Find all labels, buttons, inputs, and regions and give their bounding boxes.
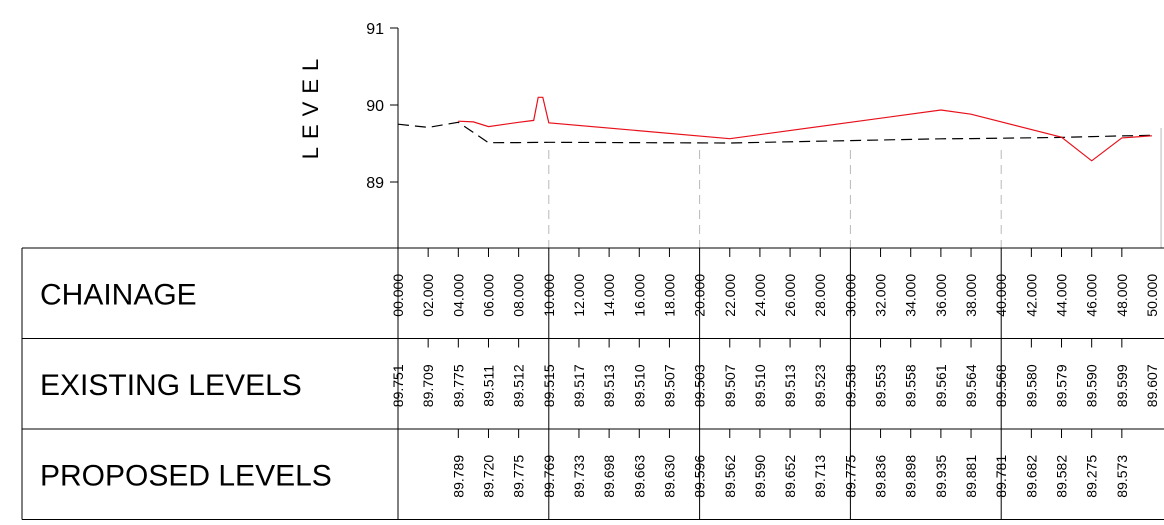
- table-cell-value: 32.000: [873, 274, 889, 317]
- table-cell-value: 89.775: [842, 455, 858, 498]
- y-tick-label: 89: [366, 175, 384, 192]
- table-cell-value: 89.564: [963, 364, 979, 407]
- data-table: CHAINAGE 00.000 02.000 04.000 06.000 08.000 10…: [21, 247, 1164, 520]
- table-cell-value: 02.000: [420, 274, 436, 317]
- table-cell-value: 89.511: [481, 365, 497, 407]
- table-cell-value: 46.000: [1084, 274, 1100, 317]
- row-label: PROPOSED LEVELS: [40, 459, 332, 492]
- table-cell-value: 89.523: [812, 364, 828, 407]
- table-cell-value: 89.590: [752, 455, 768, 498]
- table-cell-value: 44.000: [1054, 274, 1070, 317]
- table-cell-value: 89.789: [450, 455, 466, 498]
- table-cell-value: 89.510: [752, 364, 768, 407]
- table-cell-value: 89.663: [631, 455, 647, 498]
- table-cell-value: 89.510: [631, 364, 647, 407]
- existing-level-line: [397, 121, 1153, 144]
- table-cell-value: 18.000: [661, 274, 677, 317]
- table-cell-value: 89.652: [782, 455, 798, 498]
- table-cell-value: 24.000: [752, 274, 768, 317]
- table-cell-value: 89.775: [450, 364, 466, 407]
- y-tick-label: 91: [366, 21, 384, 38]
- table-cell-value: 89.513: [601, 364, 617, 407]
- table-cell-value: 89.898: [903, 455, 919, 498]
- table-cell-value: 30.000: [842, 274, 858, 317]
- table-cell-value: 26.000: [782, 274, 798, 317]
- table-cell-value: 89.517: [571, 364, 587, 407]
- table-cell-value: 89.590: [1084, 364, 1100, 407]
- table-cell-value: 89.512: [511, 364, 527, 407]
- table-cell-value: 89.709: [420, 364, 436, 407]
- table-cell-value: 89.769: [541, 455, 557, 498]
- table-cell-value: 89.630: [661, 455, 677, 498]
- table-cell-value: 08.000: [511, 274, 527, 317]
- table-cell-value: 34.000: [903, 274, 919, 317]
- table-cell-value: 10.000: [541, 274, 557, 317]
- table-cell-value: 89.275: [1084, 455, 1100, 498]
- table-cell-value: 89.561: [933, 364, 949, 407]
- table-cell-value: 89.682: [1023, 455, 1039, 498]
- table-cell-value: 89.836: [873, 455, 889, 498]
- table-cell-value: 14.000: [601, 274, 617, 317]
- table-cell-value: 89.515: [541, 364, 557, 407]
- table-cell-value: 89.558: [903, 364, 919, 407]
- table-cell-value: 06.000: [481, 274, 497, 317]
- row-label: EXISTING LEVELS: [40, 369, 302, 402]
- table-cell-value: 89.935: [933, 455, 949, 498]
- y-axis-label: LEVEL: [298, 51, 323, 160]
- table-cell-value: 89.713: [812, 455, 828, 498]
- row-label: CHAINAGE: [40, 278, 197, 311]
- table-cell-value: 89.775: [511, 455, 527, 498]
- table-cell-value: 12.000: [571, 274, 587, 317]
- section-dividers: [548, 128, 1162, 248]
- table-cell-value: 50.000: [1144, 274, 1160, 317]
- table-cell-value: 89.720: [481, 455, 497, 498]
- table-cell-value: 89.513: [782, 364, 798, 407]
- y-axis: 89 90 91: [366, 21, 399, 248]
- table-cell-value: 48.000: [1114, 274, 1130, 317]
- table-cell-value: 89.562: [722, 455, 738, 498]
- table-cell-value: 89.568: [993, 364, 1009, 407]
- proposed-level-line: [458, 96, 1153, 162]
- table-cell-value: 89.582: [1054, 455, 1070, 498]
- table-cell-value: 89.573: [1114, 455, 1130, 498]
- table-cell-value: 89.507: [722, 364, 738, 407]
- table-cell-value: 89.733: [571, 455, 587, 498]
- table-cell-value: 89.781: [993, 455, 1009, 498]
- table-cell-value: 00.000: [390, 274, 406, 317]
- table-cell-value: 89.507: [661, 364, 677, 407]
- table-cell-value: 16.000: [631, 274, 647, 317]
- table-cell-value: 28.000: [812, 274, 828, 317]
- table-cell-value: 89.503: [692, 364, 708, 407]
- table-cell-value: 42.000: [1023, 274, 1039, 317]
- table-cell-value: 89.599: [1114, 364, 1130, 407]
- plot-series: [397, 96, 1153, 162]
- table-cell-value: 04.000: [450, 274, 466, 317]
- table-cell-value: 89.698: [601, 455, 617, 498]
- table-cell-value: 22.000: [722, 274, 738, 317]
- table-cell-value: 36.000: [933, 274, 949, 317]
- table-cell-value: 89.596: [692, 455, 708, 498]
- table-cell-value: 89.553: [873, 364, 889, 407]
- table-cell-value: 89.538: [842, 364, 858, 407]
- table-cell-value: 89.579: [1054, 364, 1070, 407]
- table-cell-value: 89.751: [390, 364, 406, 407]
- table-cell-value: 40.000: [993, 274, 1009, 317]
- table-cell-value: 89.607: [1144, 364, 1160, 407]
- table-cell-value: 89.881: [963, 455, 979, 498]
- y-tick-label: 90: [366, 98, 384, 115]
- table-cell-value: 89.580: [1023, 364, 1039, 407]
- table-cell-value: 38.000: [963, 274, 979, 317]
- table-cell-value: 20.000: [692, 274, 708, 317]
